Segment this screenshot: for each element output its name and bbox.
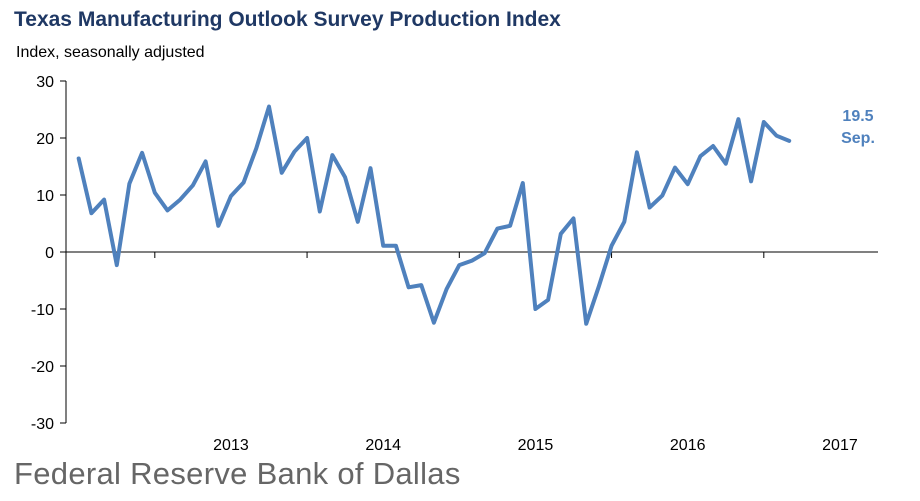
- chart-title: Texas Manufacturing Outlook Survey Produ…: [14, 8, 561, 31]
- y-tick-label: 10: [36, 188, 54, 205]
- y-axis-label: Index, seasonally adjusted: [16, 44, 205, 61]
- x-tick-label: 2013: [213, 437, 249, 454]
- x-tick-label: 2014: [365, 437, 401, 454]
- y-tick-label: -30: [31, 416, 54, 433]
- y-tick-label: 20: [36, 131, 54, 148]
- y-tick-label: 30: [36, 74, 54, 91]
- last-period-label: Sep.: [841, 130, 875, 147]
- footer-source: Federal Reserve Bank of Dallas: [14, 456, 461, 491]
- y-axis-ticks: 30 20 10 0 -10 -20 -30: [31, 74, 66, 433]
- axes: [65, 81, 878, 423]
- y-tick-label: -20: [31, 359, 54, 376]
- last-value-label: 19.5: [842, 108, 873, 125]
- series-line: [76, 104, 792, 326]
- x-tick-label: 2016: [670, 437, 706, 454]
- series-group: [76, 104, 792, 326]
- y-tick-label: -10: [31, 302, 54, 319]
- x-axis-ticks: 2013 2014 2015 2016 2017: [154, 252, 858, 454]
- y-tick-label: 0: [45, 245, 54, 262]
- annotations: 19.5 Sep.: [841, 108, 875, 147]
- x-tick-label: 2015: [518, 437, 554, 454]
- x-tick-label: 2017: [822, 437, 858, 454]
